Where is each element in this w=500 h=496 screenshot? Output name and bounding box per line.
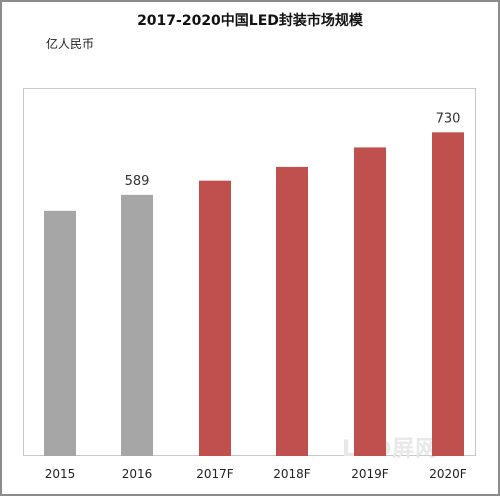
x-tick-label-2018F: 2018F [273,467,311,481]
bar-2018F [276,166,308,457]
chart-title: 2017-2020中国LED封装市场规模 [137,13,363,29]
bar-2016 [121,194,153,456]
data-label-2020F: 730 [436,111,461,126]
bar-2019F [354,147,386,456]
x-tick-label-2016: 2016 [122,467,153,481]
x-tick-label-2015: 2015 [45,467,76,481]
x-tick-label-2020F: 2020F [429,467,467,481]
bar-2017F [199,180,231,457]
unit-label: 亿人民币 [46,37,95,51]
plot-area [23,88,476,456]
x-tick-label-2017F: 2017F [196,467,234,481]
bar-2015 [44,210,76,456]
data-label-2016: 589 [125,174,150,189]
bar-2020F [432,132,464,457]
x-tick-label-2019F: 2019F [351,467,389,481]
